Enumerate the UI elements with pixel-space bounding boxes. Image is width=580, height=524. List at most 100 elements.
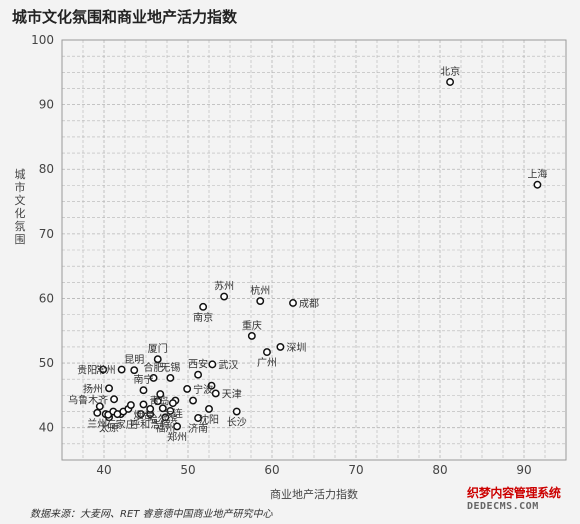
point-label: 哈尔滨	[148, 412, 178, 425]
point-label: 福州	[155, 421, 175, 434]
point-label: 深圳	[286, 342, 306, 354]
point-label: 济南	[188, 422, 208, 435]
chart-title: 城市文化氛围和商业地产活力指数	[12, 8, 238, 26]
point-label: 沈阳	[199, 413, 219, 426]
data-point	[189, 396, 197, 405]
data-point	[168, 399, 177, 408]
y-tick-label: 50	[39, 356, 54, 370]
tick-labels: 40 50 60 70 80 90 40 50 60 70 80 90 100	[31, 33, 532, 477]
data-point	[146, 405, 155, 413]
point-label: 乌鲁木齐	[68, 393, 108, 406]
data-point	[110, 395, 119, 404]
data-point	[194, 414, 203, 422]
data-point	[137, 410, 145, 419]
data-point	[166, 406, 175, 415]
data-point	[232, 407, 241, 416]
data-point	[153, 355, 162, 364]
data-point	[533, 180, 542, 189]
point-label: 宁波	[193, 383, 213, 396]
y-tick-label: 70	[39, 227, 54, 241]
x-tick-label: 70	[348, 463, 363, 477]
data-point	[156, 390, 165, 399]
data-point	[205, 405, 213, 413]
data-point	[126, 401, 135, 410]
data-point	[99, 365, 108, 374]
point-label: 上海	[527, 168, 547, 181]
point-label: 无锡	[160, 361, 180, 374]
data-point	[247, 331, 256, 340]
y-tick-label: 100	[31, 33, 54, 47]
y-tick-label: 80	[39, 162, 54, 176]
x-tick-label: 50	[180, 463, 195, 477]
point-label: 长沙	[227, 417, 247, 429]
data-point	[95, 402, 104, 411]
data-point	[149, 373, 158, 382]
x-axis-label: 商业地产活力指数	[270, 487, 358, 501]
x-tick-label: 40	[96, 463, 111, 477]
point-label: 常州	[96, 364, 116, 377]
data-point	[211, 389, 220, 398]
point-label: 贵阳	[77, 364, 97, 377]
data-point	[173, 422, 182, 431]
point-label: 兰州	[87, 417, 107, 430]
data-point	[199, 302, 208, 311]
point-label: 南京	[193, 311, 213, 324]
data-point	[446, 78, 455, 86]
point-label: 广州	[257, 357, 277, 369]
data-point	[256, 297, 265, 305]
data-point	[289, 299, 297, 307]
plot-frame	[61, 39, 567, 461]
data-point	[166, 373, 175, 382]
data-point	[276, 342, 285, 351]
data-point	[153, 397, 162, 406]
point-label: 合肥	[144, 361, 164, 374]
point-label: 武汉	[218, 358, 238, 371]
point-label: 烟台	[133, 408, 153, 421]
watermark-line-2: DEDECMS.COM	[467, 500, 539, 512]
point-label: 昆明	[124, 354, 144, 366]
y-tick-label: 60	[39, 291, 54, 305]
axes	[61, 39, 567, 461]
point-label: 苏州	[214, 280, 234, 293]
point-label: 重庆	[242, 319, 262, 332]
data-source-note: 数据来源：大麦网、RET 睿意德中国商业地产研究中心	[30, 509, 273, 520]
data-point	[93, 408, 102, 417]
point-label: 厦门	[148, 342, 168, 355]
y-tick-label: 90	[39, 98, 54, 112]
data-point	[183, 384, 192, 393]
data-point	[130, 366, 139, 375]
data-point	[105, 384, 113, 393]
point-label: 郑州	[167, 430, 187, 443]
data-points	[93, 78, 542, 431]
point-label: 成都	[299, 298, 319, 310]
watermark-line-1: 织梦内容管理系统	[467, 486, 561, 500]
point-label: 天津	[222, 388, 242, 400]
data-point	[220, 292, 229, 301]
point-label: 扬州	[83, 382, 103, 395]
point-label: 太原	[99, 421, 119, 434]
watermark: 织梦内容管理系统 DEDECMS.COM	[467, 486, 561, 512]
x-tick-label: 60	[264, 463, 279, 477]
x-tick-label: 90	[516, 463, 531, 477]
data-point	[207, 381, 216, 390]
data-point	[117, 365, 126, 374]
point-label: 呼和浩特	[130, 419, 170, 431]
y-tick-label: 40	[39, 421, 54, 435]
point-label: 石家庄	[106, 418, 136, 431]
data-point	[161, 413, 170, 422]
data-point	[194, 370, 203, 379]
x-tick-label: 80	[432, 463, 447, 477]
grid-lines	[61, 39, 567, 461]
point-label: 大连	[163, 407, 183, 420]
point-label: 南宁	[133, 373, 153, 386]
data-point	[208, 360, 217, 369]
data-point	[263, 348, 271, 357]
point-label: 西安	[188, 358, 208, 371]
point-label: 杭州	[250, 284, 270, 297]
point-label: 北京	[440, 65, 460, 78]
data-point	[139, 400, 148, 409]
y-axis-label: 城市文化氛围	[15, 168, 26, 246]
data-point	[158, 404, 167, 413]
